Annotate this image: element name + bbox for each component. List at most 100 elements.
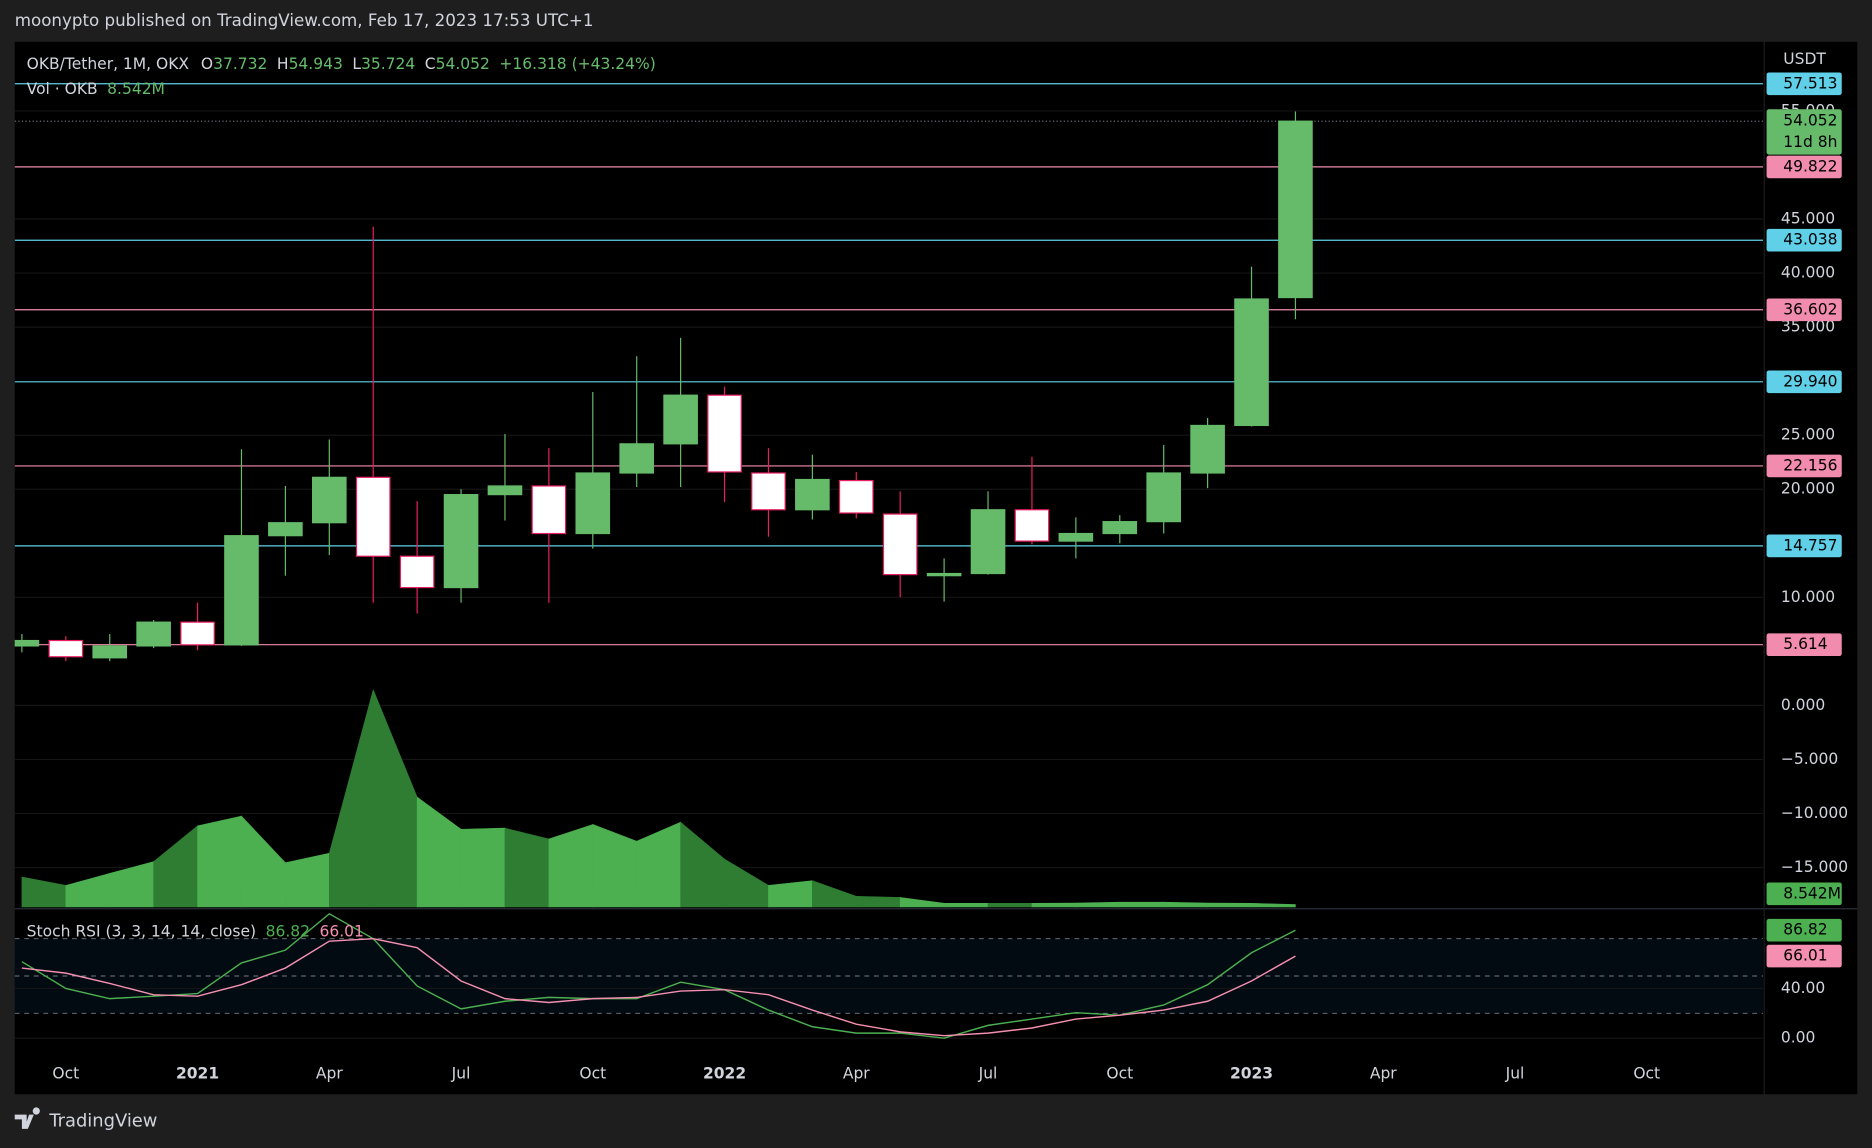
volume-legend-value: 8.542M: [107, 80, 165, 98]
candle-body: [1102, 521, 1138, 535]
stoch-line: [21, 912, 1296, 1039]
y-tick-label: 0.00: [1781, 1029, 1816, 1047]
y-tick-label: 40.000: [1781, 264, 1835, 282]
candle-body: [443, 494, 479, 589]
x-tick-label: Oct: [579, 1065, 606, 1083]
candle-body: [14, 639, 40, 647]
level-tag: 57.513: [1783, 74, 1837, 92]
footer-brand: TradingView: [48, 1111, 157, 1132]
candle-body: [882, 513, 918, 576]
x-tick-label: Jul: [1505, 1065, 1525, 1083]
level-tag-box: [1766, 298, 1842, 322]
level-tag: 5.614: [1783, 635, 1827, 653]
legend-prefix: H: [277, 55, 289, 73]
volume-area: [768, 880, 813, 908]
candle-body: [1014, 509, 1050, 542]
level-tag: 36.602: [1783, 300, 1837, 318]
candle-body: [838, 479, 874, 514]
stoch-line: [21, 937, 1296, 1037]
candle-body: [92, 645, 128, 659]
candle-body: [268, 522, 303, 537]
y-tick-label: 45.000: [1781, 210, 1835, 228]
y-tick-label: −5.000: [1781, 750, 1838, 768]
volume-area: [1031, 902, 1077, 908]
stoch-legend-value: 86.82: [266, 923, 310, 941]
candle-body: [1146, 472, 1181, 523]
x-tick-label: Jul: [978, 1065, 998, 1083]
candle-body: [180, 621, 215, 646]
candle-body: [1190, 424, 1225, 474]
volume-area: [1163, 901, 1208, 908]
volume-area: [285, 852, 330, 908]
legend-prefix: O: [201, 55, 213, 73]
level-tag: 29.940: [1783, 372, 1837, 390]
stoch-legend-title: Stoch RSI (3, 3, 14, 14, close): [27, 923, 256, 941]
x-tick-label: 2022: [703, 1065, 746, 1083]
candle-body: [795, 478, 830, 511]
candle-body: [399, 555, 435, 589]
level-tag-box: [1766, 454, 1842, 478]
x-tick-label: 2021: [176, 1065, 219, 1083]
x-tick-label: Apr: [1370, 1065, 1397, 1083]
footer-logo: [14, 1107, 40, 1129]
y-tick-label: 10.000: [1781, 588, 1835, 606]
volume-area: [855, 896, 901, 908]
candle-body: [1234, 298, 1269, 427]
volume-area: [197, 815, 242, 908]
y-tick-label: 0.000: [1781, 696, 1825, 714]
candle-body: [48, 639, 84, 658]
candle-body: [575, 472, 611, 535]
level-tag: 14.757: [1783, 536, 1837, 554]
candle-body: [751, 472, 786, 511]
volume-area: [460, 827, 506, 908]
legend-prefix: C: [425, 55, 436, 73]
level-tag-box: [1766, 72, 1842, 96]
legend-value: 35.724: [361, 55, 415, 73]
candle-body: [487, 485, 523, 496]
volume-area: [1207, 902, 1252, 908]
x-tick-label: Jul: [451, 1065, 471, 1083]
x-tick-label: Oct: [52, 1065, 79, 1083]
candle-body: [224, 535, 259, 646]
candle-body: [136, 621, 171, 647]
legend-prefix: L: [352, 55, 361, 73]
legend-value: 54.052: [436, 55, 490, 73]
stoch-legend-value: 66.01: [320, 923, 364, 941]
candle-body: [663, 394, 698, 445]
volume-tag: 8.542M: [1783, 884, 1841, 902]
candle-body: [926, 572, 962, 577]
stoch-tag-box: [1766, 944, 1842, 968]
volume-area: [548, 824, 594, 908]
legend-value: 37.732: [213, 55, 267, 73]
level-tag: 22.156: [1783, 456, 1837, 474]
y-tick-label: 25.000: [1781, 426, 1835, 444]
countdown: 11d 8h: [1783, 133, 1837, 151]
level-tag-box: [1766, 228, 1842, 252]
x-tick-label: Apr: [843, 1065, 870, 1083]
candle-body: [355, 476, 391, 557]
stoch-tag-box: [1766, 918, 1842, 942]
x-tick-label: Oct: [1633, 1065, 1660, 1083]
x-tick-label: Oct: [1106, 1065, 1133, 1083]
band-fill: [14, 938, 1763, 1014]
volume-area: [1075, 901, 1121, 908]
volume-tag-box: [1766, 882, 1842, 906]
y-tick-label: 40.00: [1781, 979, 1825, 997]
level-tag-box: [1766, 155, 1842, 179]
candle-body: [531, 485, 567, 535]
level-tag: 49.822: [1783, 157, 1837, 175]
y-tick-label: 35.000: [1781, 318, 1835, 336]
volume-area: [1119, 901, 1164, 908]
chart-area: [14, 41, 1858, 1095]
volume-area: [943, 903, 989, 908]
currency: USDT: [1783, 50, 1826, 68]
candle-body: [707, 394, 742, 473]
level-tag-box: [1766, 534, 1842, 558]
volume-area: [504, 827, 550, 908]
y-tick-label: 20.000: [1781, 480, 1835, 498]
volume-area: [1251, 903, 1296, 908]
close-tag-box: [1766, 109, 1842, 155]
level-tag: 43.038: [1783, 231, 1837, 249]
volume-legend-title: Vol · OKB: [27, 80, 98, 98]
